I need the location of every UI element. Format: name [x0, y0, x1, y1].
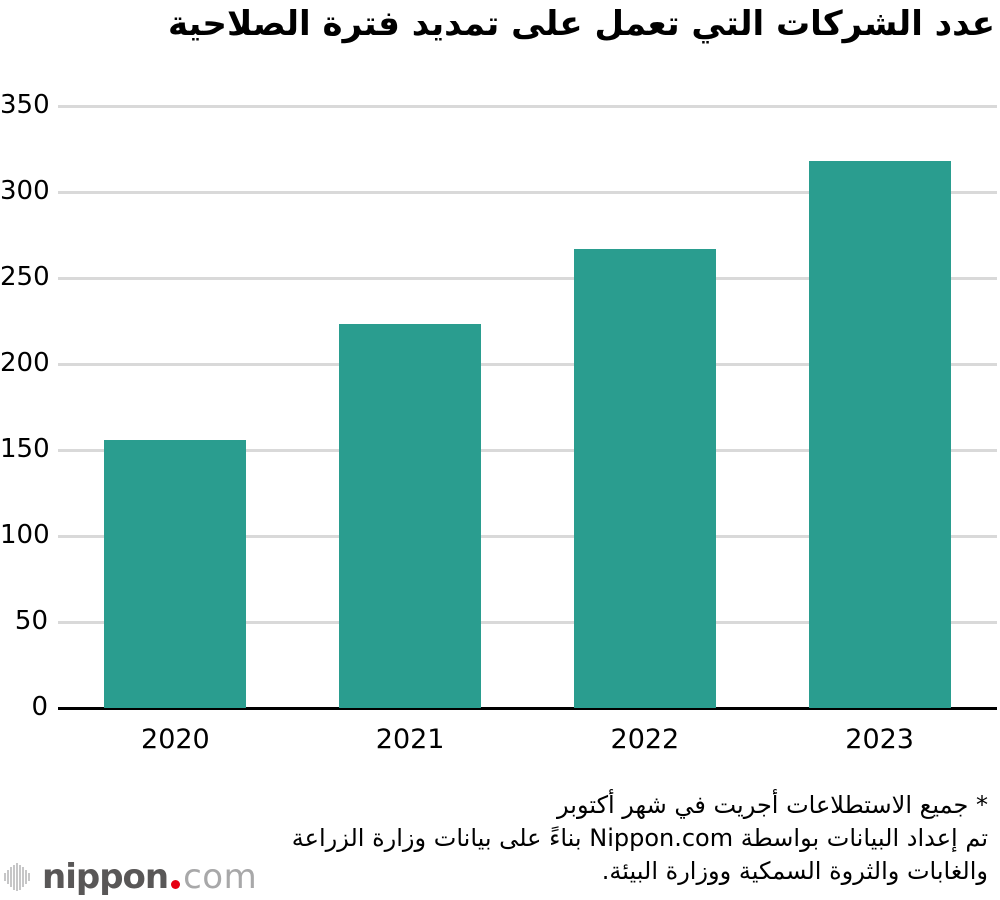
logo-mark-bar — [7, 870, 9, 884]
x-axis-tick-label: 2023 — [845, 724, 914, 755]
x-axis-tick-label: 2022 — [610, 724, 680, 755]
footnote-line-3: والغابات والثروة السمكية ووزارة البيئة. — [601, 857, 988, 885]
x-axis-tick-label: 2021 — [375, 724, 445, 755]
logo-mark-bar — [28, 873, 30, 881]
gridline-100 — [58, 534, 997, 538]
gridline-250 — [58, 276, 997, 280]
gridline-300 — [58, 190, 997, 194]
gridline-200 — [58, 362, 997, 366]
logo-text-nippon: nippon — [42, 857, 169, 897]
nippon-mark-icon — [4, 863, 31, 891]
x-axis-line — [58, 706, 997, 710]
logo-mark-bar — [10, 867, 12, 887]
logo-mark-bar — [4, 873, 6, 881]
y-axis-tick-label: 150 — [0, 434, 50, 464]
chart-title: عدد الشركات التي تعمل على تمديد فترة الص… — [167, 4, 995, 44]
logo-mark-bar — [22, 867, 24, 887]
gridline-150 — [58, 448, 997, 452]
logo-mark-bar — [13, 864, 15, 890]
logo-mark-bar — [19, 864, 21, 890]
bar-2020 — [104, 439, 247, 708]
y-axis-tick-label: 0 — [31, 692, 48, 722]
footnote: * جميع الاستطلاعات أجريت في شهر أكتوبر ت… — [292, 789, 988, 888]
logo-mark-bar — [16, 863, 18, 891]
footnote-line-1: * جميع الاستطلاعات أجريت في شهر أكتوبر — [557, 791, 988, 819]
y-axis-tick-label: 200 — [0, 348, 50, 378]
footnote-line-2: تم إعداد البيانات بواسطة Nippon.com بناء… — [291, 824, 988, 852]
x-axis-tick-label: 2020 — [141, 724, 210, 755]
logo-red-dot-icon — [171, 879, 181, 889]
nippon-logo: nippon com — [4, 857, 258, 897]
y-axis-tick-label: 100 — [0, 520, 50, 550]
y-axis-tick-label: 50 — [14, 606, 48, 636]
logo-mark-bar — [25, 870, 27, 884]
bar-2021 — [339, 324, 482, 708]
bar-2022 — [573, 248, 716, 708]
y-axis-tick-label: 350 — [0, 90, 50, 120]
gridline-50 — [58, 620, 997, 624]
bar-2023 — [808, 161, 951, 708]
y-axis-tick-label: 300 — [0, 176, 50, 206]
gridline-350 — [58, 104, 997, 108]
logo-text-com: com — [183, 857, 258, 897]
y-axis-tick-label: 250 — [0, 262, 50, 292]
